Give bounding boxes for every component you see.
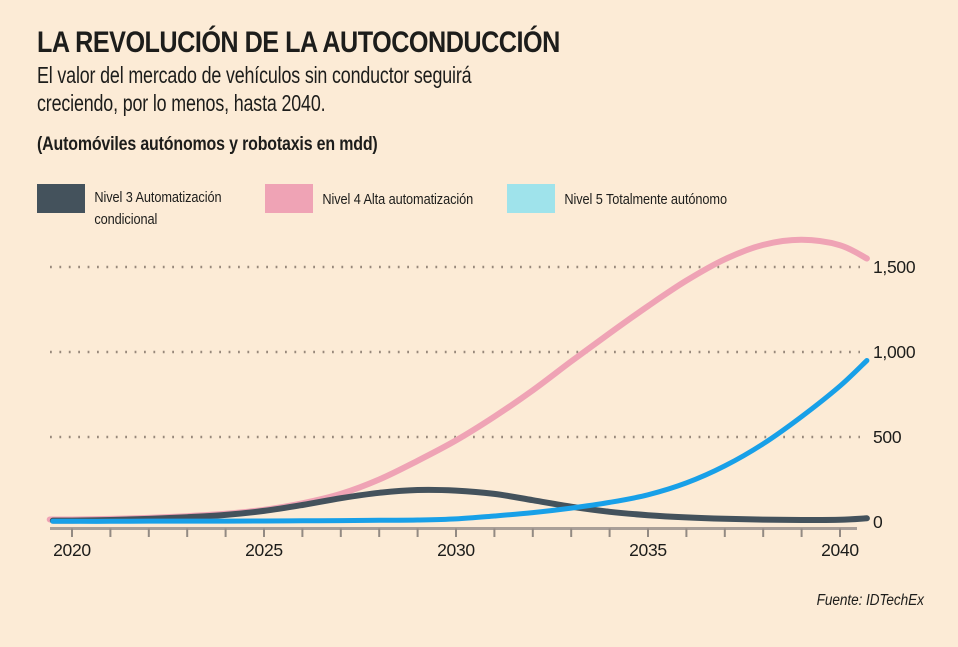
y-tick-label-1000: 1,000 — [873, 342, 916, 362]
x-tick-label-2020: 2020 — [53, 540, 91, 560]
legend-item-nivel-5: Nivel 5 Totalmente autónomo — [507, 184, 757, 213]
x-tick-label-2035: 2035 — [629, 540, 667, 560]
x-tick-label-2030: 2030 — [437, 540, 475, 560]
legend-swatch-nivel-3 — [37, 184, 85, 213]
chart-legend: Nivel 3 Automatización condicional Nivel… — [0, 184, 958, 236]
legend-swatch-nivel-4 — [265, 184, 313, 213]
legend-swatch-nivel-5 — [507, 184, 555, 213]
y-tick-label-0: 0 — [873, 512, 883, 532]
x-tick-label-2025: 2025 — [245, 540, 283, 560]
x-tick-label-2040: 2040 — [821, 540, 859, 560]
series-line-5 — [50, 358, 870, 524]
legend-item-nivel-3: Nivel 3 Automatización condicional — [37, 184, 280, 231]
source-credit: Fuente: IDTechEx — [816, 592, 924, 609]
legend-item-nivel-4: Nivel 4 Alta automatización — [265, 184, 501, 213]
page-title: LA REVOLUCIÓN DE LA AUTOCONDUCCIÓN — [37, 26, 560, 59]
legend-label-nivel-4: Nivel 4 Alta automatización — [322, 191, 474, 208]
units-note: (Automóviles autónomos y robotaxis en md… — [37, 134, 378, 155]
subtitle-line-2: creciendo, por lo menos, hasta 2040. — [37, 90, 326, 116]
subtitle-line-1: El valor del mercado de vehículos sin co… — [37, 62, 472, 88]
y-tick-label-1500: 1,500 — [873, 257, 916, 277]
series-line-4 — [46, 236, 870, 523]
legend-label-nivel-3: Nivel 3 Automatización condicional — [94, 189, 222, 228]
subtitle: El valor del mercado de vehículos sin co… — [37, 61, 472, 117]
y-tick-label-500: 500 — [873, 427, 902, 447]
series-line-3 — [49, 486, 870, 524]
legend-label-nivel-5: Nivel 5 Totalmente autónomo — [564, 191, 727, 208]
